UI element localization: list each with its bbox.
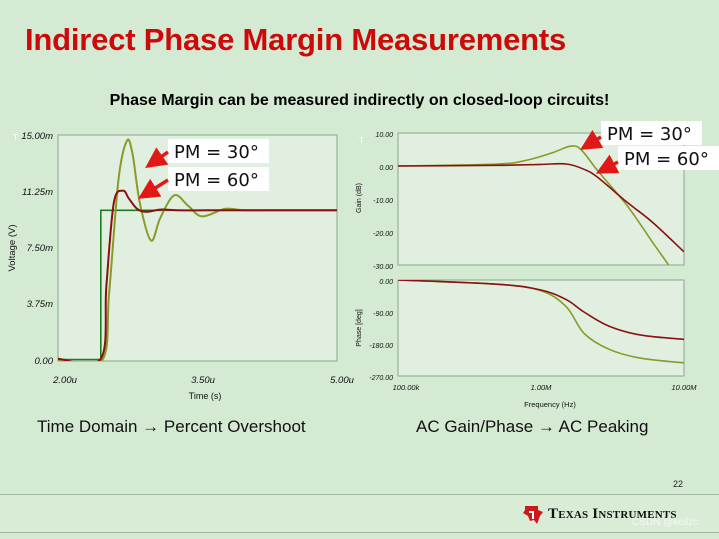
right-caption: AC Gain/Phase → AC Peaking [416, 417, 649, 436]
slide-subtitle: Phase Margin can be measured indirectly … [109, 92, 610, 109]
time-y-tick-label: 3.75m [27, 299, 53, 310]
phase-plot-pm60-series [398, 280, 684, 341]
time-plot-area [58, 138, 337, 361]
pm60-series [58, 189, 337, 361]
time-y-tick-label: 11.25m [22, 187, 53, 198]
cursor-marker: T [359, 136, 364, 145]
bode-chart: 10.00 0.00 -10.00 -20.00 -30.00 0.00 -90… [356, 132, 697, 409]
time-y-tick-label: 7.50m [27, 243, 53, 254]
texas-instruments-logo-icon [523, 506, 543, 524]
phase-y-tick-label: 0.00 [379, 279, 393, 286]
gain-plot-pm30-series [398, 145, 670, 265]
freq-x-tick-label: 1.00M [531, 383, 553, 392]
time-y-axis-label: Voltage (V) [7, 225, 18, 272]
freq-x-axis-label: Frequency (Hz) [524, 400, 576, 409]
gain-y-axis-label: Gain (dB) [356, 183, 363, 213]
phase-y-tick-label: -180.00 [369, 343, 393, 350]
cursor-marker: T [13, 133, 18, 142]
time-domain-chart: 15.00m 11.25m 7.50m 3.75m 0.00 2.00u 3.5… [7, 131, 355, 401]
time-y-tick-labels: 15.00m 11.25m 7.50m 3.75m 0.00 [21, 131, 53, 367]
gain-plot-area [398, 145, 684, 265]
phase-y-tick-label: -90.00 [373, 311, 393, 318]
phase-plot-area [398, 280, 684, 364]
gain-y-tick-label: -30.00 [373, 264, 393, 271]
gain-y-tick-label: -10.00 [373, 198, 393, 205]
gain-plot-frame [397, 132, 685, 266]
pm30-series [58, 138, 337, 361]
left-caption: Time Domain → Percent Overshoot [37, 417, 306, 436]
time-y-tick-label: 0.00 [35, 356, 54, 367]
time-x-axis-label: Time (s) [189, 391, 222, 401]
freq-x-tick-label: 100.00k [393, 383, 421, 392]
time-plot-frame [57, 134, 338, 362]
time-y-tick-label: 15.00m [21, 131, 53, 142]
time-x-tick-label: 3.50u [191, 375, 215, 386]
gain-plot-pm60-series [398, 162, 684, 253]
gain-y-tick-label: 10.00 [375, 132, 393, 139]
footer-bar [0, 494, 719, 533]
brand-name: Texas Instruments [548, 506, 677, 522]
watermark: CSDN @keilzc [632, 517, 699, 528]
gain-y-tick-label: 0.00 [379, 165, 393, 172]
time-x-tick-label: 5.00u [330, 375, 354, 386]
phase-y-tick-label: -270.00 [369, 375, 393, 382]
gain-y-tick-label: -20.00 [373, 231, 393, 238]
phase-y-axis-label: Phase [deg] [356, 309, 363, 346]
page-number: 22 [673, 479, 684, 489]
slide-title: Indirect Phase Margin Measurements [25, 22, 567, 57]
freq-x-tick-label: 10.00M [671, 383, 697, 392]
time-x-tick-label: 2.00u [52, 375, 77, 386]
phase-plot-frame [397, 279, 685, 377]
